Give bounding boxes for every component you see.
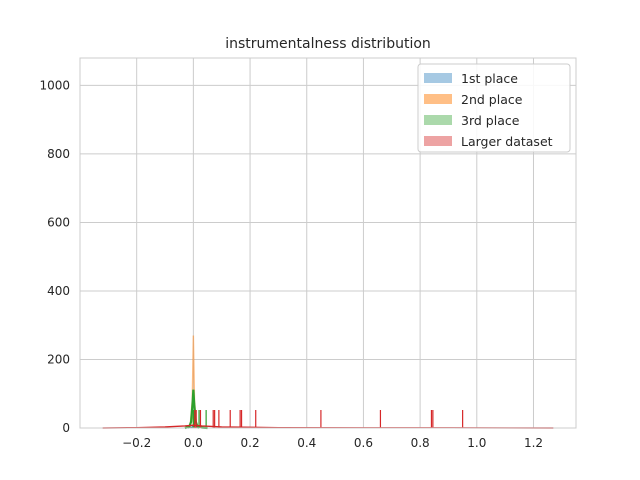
legend-swatch (424, 115, 452, 125)
x-tick-label: 0.6 (354, 436, 373, 450)
legend: 1st place 2nd place 3rd place Larger datase… (417, 63, 571, 153)
x-tick-label: 1.0 (467, 436, 486, 450)
legend-label: 2nd place (461, 92, 523, 107)
y-tick-label: 1000 (39, 78, 70, 92)
data-layer (102, 335, 554, 430)
y-tick-label: 0 (62, 421, 70, 435)
legend-box (417, 63, 571, 153)
legend-swatch (424, 73, 452, 83)
legend-swatch (424, 94, 452, 104)
x-tick-label: 0.8 (411, 436, 430, 450)
chart-title: instrumentalness distribution (225, 36, 431, 52)
y-tick-label: 200 (47, 352, 70, 366)
y-tick-label: 800 (47, 147, 70, 161)
x-tick-label: −0.2 (122, 436, 151, 450)
legend-label: 1st place (461, 71, 518, 86)
x-tick-label: 0.0 (184, 436, 203, 450)
legend-label: 3rd place (461, 113, 520, 128)
plot-frame (79, 57, 577, 429)
y-tick-label: 600 (47, 215, 70, 229)
x-tick-label: 1.2 (524, 436, 543, 450)
legend-swatch (424, 136, 452, 146)
y-tick-label: 400 (47, 284, 70, 298)
legend-label: Larger dataset (461, 134, 553, 149)
axis-layer: −0.2 0.0 0.2 0.4 0.6 0.8 1.0 1.2 0 200 400 600 800 10… (39, 78, 543, 450)
x-tick-label: 0.2 (241, 436, 260, 450)
x-tick-label: 0.4 (297, 436, 316, 450)
